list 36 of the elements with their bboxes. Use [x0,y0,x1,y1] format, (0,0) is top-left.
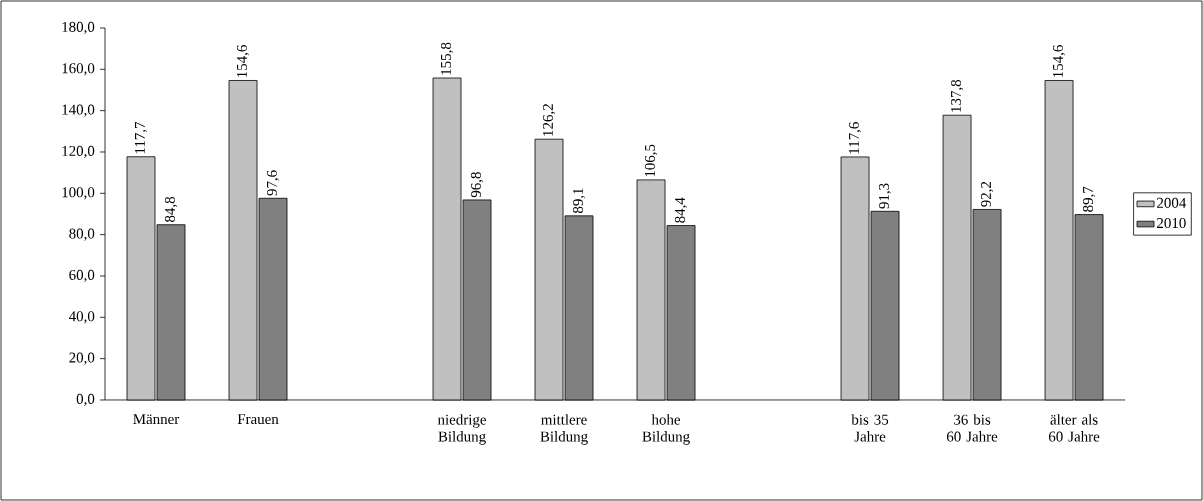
data-label: 91,3 [878,183,892,209]
y-tick-label: 100,0 [62,187,95,200]
data-label: 97,6 [266,170,280,196]
y-tick-label: 0,0 [76,393,95,407]
y-tick-label: 80,0 [69,228,95,241]
data-label: 106,5 [644,144,658,177]
data-label: 154,6 [236,45,250,77]
legend-label: 2004 [1157,197,1187,208]
y-tick-label: 180,0 [62,21,95,35]
data-label: 92,2 [980,181,994,207]
legend-label: 2010 [1157,217,1186,229]
data-label: 155,8 [440,42,454,75]
data-label: 84,4 [674,197,688,223]
x-tick-label: Männer [133,414,180,425]
data-label: 89,7 [1082,186,1096,212]
y-tick-label: 40,0 [68,311,95,324]
y-tick-label: 140,0 [62,104,95,117]
data-label: 117,6 [848,122,862,154]
data-label: 126,2 [542,104,556,136]
x-tick-label: mittlere Bildung [540,414,588,445]
data-label: 154,6 [1052,45,1066,77]
x-tick-label: bis 35 Jahre [851,414,889,442]
data-label: 137,8 [950,79,964,112]
x-tick-label: hohe Bildung [642,414,690,445]
y-tick-label: 160,0 [62,63,95,76]
x-tick-label: älter als 60 Jahre [1048,414,1100,442]
y-tick-label: 20,0 [69,352,95,365]
data-label: 117,7 [134,121,148,154]
data-label: 84,8 [164,196,178,222]
y-tick-label: 60,0 [69,269,95,283]
x-tick-label: niedrige Bildung [437,414,486,445]
x-tick-label: 36 bis 60 Jahre [946,414,998,442]
x-tick-label: Frauen [237,414,279,425]
y-tick-label: 120,0 [62,145,95,159]
data-label: 89,1 [572,188,586,214]
data-label: 96,8 [470,172,484,198]
